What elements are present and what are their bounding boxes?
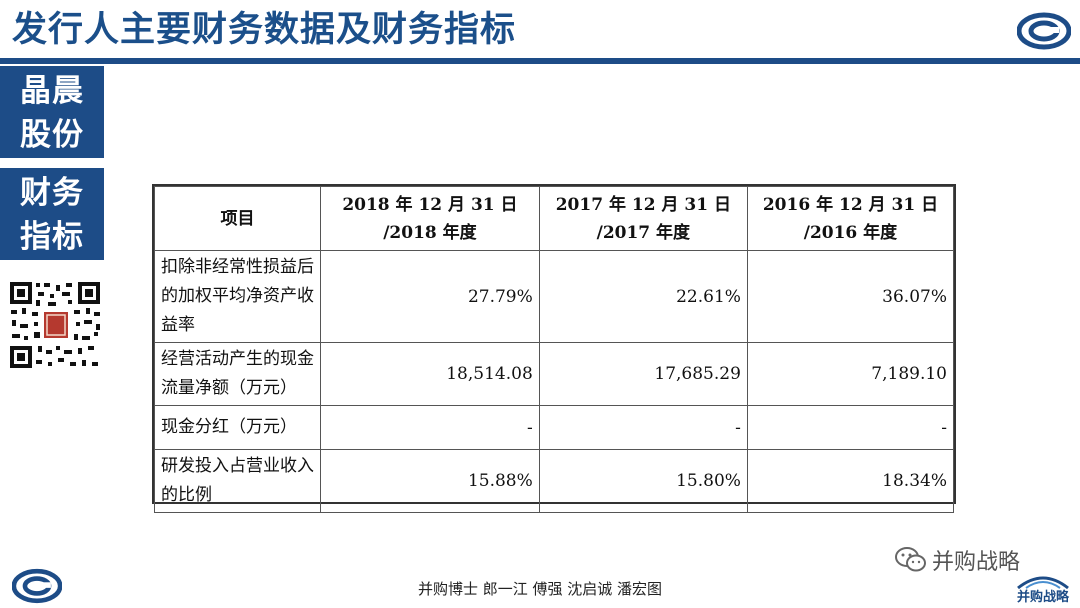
qr-code-icon xyxy=(8,280,102,370)
financial-indicators-table: 项目 2018 年 12 月 31 日 /2018 年度 2017 年 12 月… xyxy=(152,184,956,513)
watermark-text: 并购战略 xyxy=(932,550,1021,575)
company-name-line1: 晶晨 xyxy=(20,73,84,109)
header-2016: 2016 年 12 月 31 日 /2016 年度 xyxy=(746,186,955,251)
cell-value: - xyxy=(538,405,748,450)
cell-value: - xyxy=(320,405,540,450)
cell-value: 27.79% xyxy=(320,250,540,343)
row-label: 经营活动产生的现金 流量净额（万元） xyxy=(153,342,322,406)
table-header-row: 项目 2018 年 12 月 31 日 /2018 年度 2017 年 12 月… xyxy=(153,186,955,251)
row-label: 扣除非经常性损益后 的加权平均净资产收 益率 xyxy=(153,250,322,343)
section-name-line2: 指标 xyxy=(20,219,84,255)
watermark-logo-icon xyxy=(1017,576,1069,590)
row-label: 现金分红（万元） xyxy=(153,405,322,450)
table-row: 经营活动产生的现金 流量净额（万元） 18,514.08 17,685.29 7,… xyxy=(153,342,955,406)
cell-value: 15.80% xyxy=(538,449,748,513)
header-2017: 2017 年 12 月 31 日 /2017 年度 xyxy=(538,186,748,251)
cell-value: 22.61% xyxy=(538,250,748,343)
watermark-logo-text: 并购战略 xyxy=(1016,590,1069,605)
cell-value: 18.34% xyxy=(746,449,955,513)
cell-value: 7,189.10 xyxy=(746,342,955,406)
title-divider xyxy=(0,58,1080,64)
company-name-block: 晶晨 股份 xyxy=(0,66,104,158)
table-row: 现金分红（万元） - - - xyxy=(153,405,955,450)
cell-value: 15.88% xyxy=(320,449,540,513)
table-row: 研发投入占营业收入 的比例 15.88% 15.80% 18.34% xyxy=(153,449,955,513)
table-row: 扣除非经常性损益后 的加权平均净资产收 益率 27.79% 22.61% 36.07… xyxy=(153,250,955,343)
company-name-line2: 股份 xyxy=(20,117,84,153)
cell-value: 18,514.08 xyxy=(320,342,540,406)
company-logo-icon xyxy=(12,568,62,604)
cell-value: 17,685.29 xyxy=(538,342,748,406)
page-title: 发行人主要财务数据及财务指标 xyxy=(12,10,517,50)
section-name-line1: 财务 xyxy=(20,175,84,211)
footer-authors: 并购博士 郎一江 傅强 沈启诚 潘宏图 xyxy=(417,580,663,598)
company-logo-icon xyxy=(1017,12,1071,50)
header-item: 项目 xyxy=(153,186,322,251)
cell-value: - xyxy=(746,405,955,450)
header-2018: 2018 年 12 月 31 日 /2018 年度 xyxy=(320,186,540,251)
row-label: 研发投入占营业收入 的比例 xyxy=(153,449,322,513)
wechat-icon xyxy=(895,547,926,572)
cell-value: 36.07% xyxy=(746,250,955,343)
section-name-block: 财务 指标 xyxy=(0,168,104,260)
